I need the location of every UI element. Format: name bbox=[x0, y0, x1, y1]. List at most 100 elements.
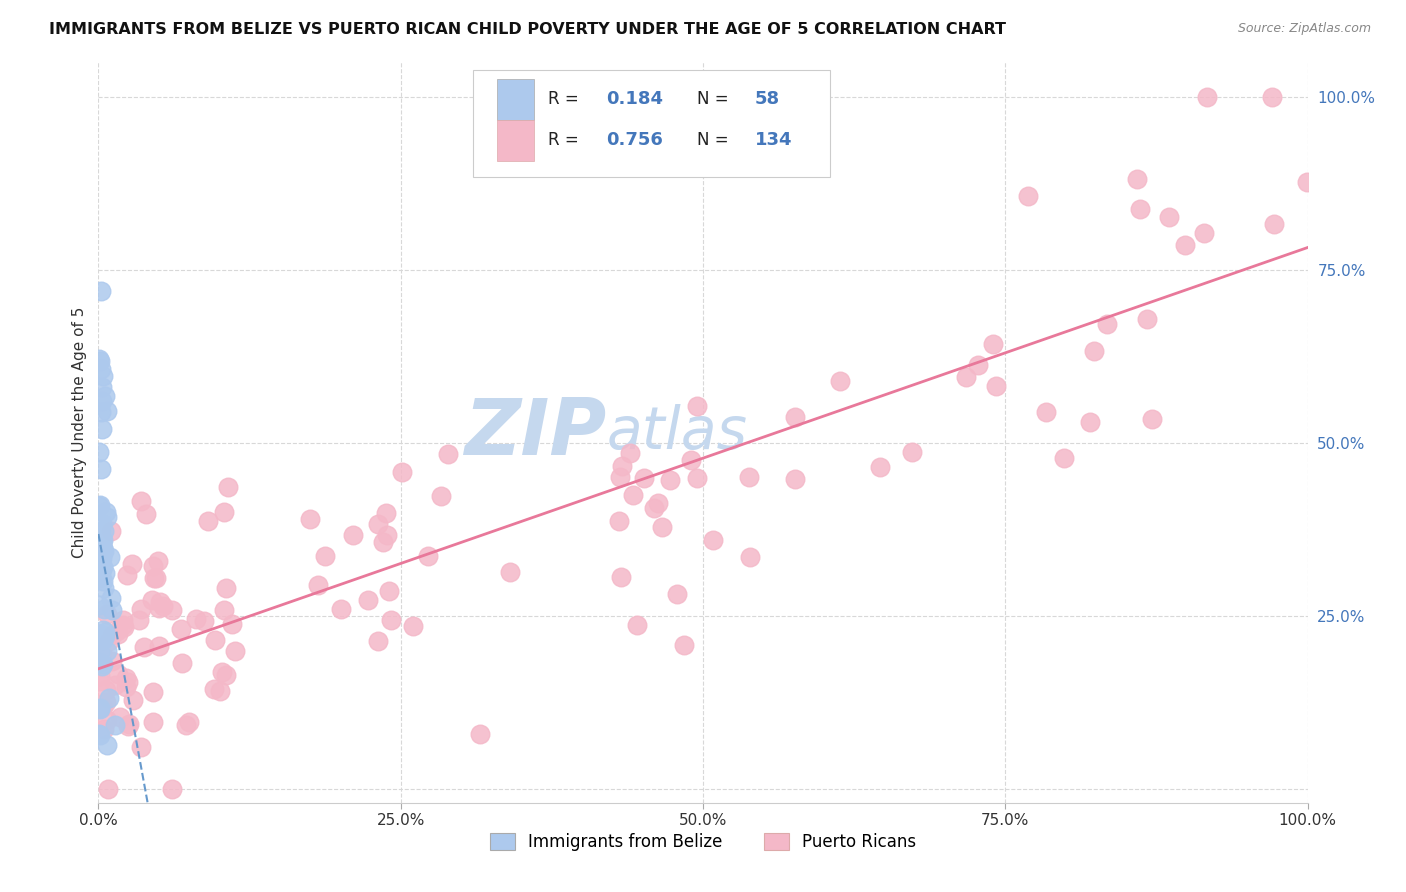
Point bbox=[1078, 415, 1101, 429]
Point bbox=[142, 559, 165, 574]
Point bbox=[91, 699, 114, 714]
Point bbox=[621, 488, 644, 502]
Point bbox=[91, 659, 114, 673]
Point bbox=[112, 619, 135, 633]
Point bbox=[609, 470, 631, 484]
Point bbox=[91, 516, 114, 531]
Point bbox=[610, 570, 633, 584]
Point bbox=[97, 634, 120, 648]
Point bbox=[132, 640, 155, 654]
Point bbox=[1261, 90, 1284, 104]
Point bbox=[96, 695, 118, 709]
Point bbox=[93, 544, 115, 558]
Point bbox=[367, 634, 389, 648]
Point bbox=[830, 375, 852, 389]
Point bbox=[96, 607, 118, 621]
Text: atlas: atlas bbox=[606, 404, 747, 461]
Point bbox=[869, 460, 891, 475]
Text: N =: N = bbox=[697, 131, 734, 149]
Point bbox=[107, 627, 129, 641]
Point bbox=[128, 613, 150, 627]
Point bbox=[212, 505, 235, 519]
Point bbox=[626, 618, 648, 632]
Point bbox=[101, 603, 124, 617]
Point bbox=[204, 632, 226, 647]
Point bbox=[329, 602, 352, 616]
Point bbox=[93, 602, 115, 616]
Point bbox=[607, 514, 630, 528]
Point bbox=[610, 458, 633, 473]
Point bbox=[93, 524, 115, 538]
Point bbox=[108, 710, 131, 724]
Point bbox=[118, 717, 141, 731]
Point bbox=[901, 444, 924, 458]
Point bbox=[104, 678, 127, 692]
Point bbox=[100, 524, 122, 538]
Point bbox=[1157, 211, 1180, 225]
Point bbox=[91, 560, 114, 574]
Point bbox=[160, 603, 183, 617]
Point bbox=[145, 571, 167, 585]
Point bbox=[89, 674, 111, 689]
Point bbox=[1083, 344, 1105, 359]
Point bbox=[129, 493, 152, 508]
Point bbox=[1140, 412, 1163, 426]
Point bbox=[91, 536, 114, 550]
Point bbox=[740, 549, 762, 564]
Point bbox=[377, 583, 399, 598]
Point bbox=[142, 685, 165, 699]
Point bbox=[94, 625, 117, 640]
Point bbox=[374, 506, 396, 520]
Point bbox=[87, 655, 110, 669]
Point bbox=[104, 718, 127, 732]
Point bbox=[380, 613, 402, 627]
Point bbox=[651, 520, 673, 534]
Point bbox=[91, 533, 114, 547]
Point bbox=[215, 582, 238, 596]
Text: ZIP: ZIP bbox=[464, 394, 606, 471]
Point bbox=[1035, 405, 1057, 419]
Point bbox=[90, 405, 112, 419]
Point bbox=[666, 587, 689, 601]
Point bbox=[430, 489, 453, 503]
Text: 0.756: 0.756 bbox=[606, 131, 664, 149]
Point bbox=[1129, 202, 1152, 216]
Point bbox=[107, 667, 129, 681]
Point bbox=[90, 524, 112, 538]
Point bbox=[142, 715, 165, 730]
Point bbox=[215, 667, 238, 681]
Point bbox=[659, 473, 682, 487]
Point bbox=[672, 638, 695, 652]
Point bbox=[91, 380, 114, 394]
Text: 0.184: 0.184 bbox=[606, 90, 664, 109]
Point bbox=[1017, 188, 1039, 202]
Point bbox=[371, 535, 394, 549]
Point bbox=[89, 540, 111, 554]
Point bbox=[89, 645, 111, 659]
Point bbox=[93, 722, 115, 736]
Point bbox=[94, 629, 117, 643]
FancyBboxPatch shape bbox=[498, 79, 534, 120]
Point bbox=[1174, 237, 1197, 252]
Text: Source: ZipAtlas.com: Source: ZipAtlas.com bbox=[1237, 22, 1371, 36]
FancyBboxPatch shape bbox=[474, 70, 830, 178]
Point bbox=[174, 718, 197, 732]
Point bbox=[101, 654, 124, 668]
Point bbox=[89, 570, 111, 584]
Point bbox=[98, 691, 121, 706]
Text: R =: R = bbox=[548, 131, 585, 149]
Point bbox=[90, 284, 112, 298]
Point bbox=[1136, 312, 1159, 326]
Point bbox=[93, 657, 115, 672]
Point bbox=[160, 781, 183, 796]
Point bbox=[437, 447, 460, 461]
Point bbox=[193, 614, 215, 628]
Point bbox=[105, 624, 128, 638]
Point bbox=[90, 647, 112, 661]
Point bbox=[117, 718, 139, 732]
Point bbox=[89, 630, 111, 644]
Text: IMMIGRANTS FROM BELIZE VS PUERTO RICAN CHILD POVERTY UNDER THE AGE OF 5 CORRELAT: IMMIGRANTS FROM BELIZE VS PUERTO RICAN C… bbox=[49, 22, 1007, 37]
Point bbox=[702, 533, 724, 548]
Point bbox=[115, 680, 138, 694]
Point bbox=[111, 618, 134, 632]
